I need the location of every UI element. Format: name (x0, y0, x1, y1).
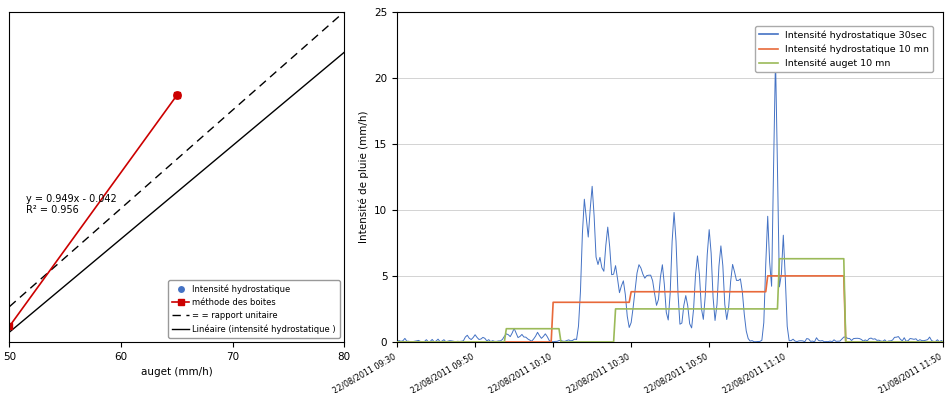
Point (170, 92, 185, 99)
Text: y = 0.949x - 0.042
R² = 0.956: y = 0.949x - 0.042 R² = 0.956 (27, 194, 117, 215)
Legend: Intensité hydrostatique 30sec, Intensité hydrostatique 10 mn, Intensité auget 10: Intensité hydrostatique 30sec, Intensité… (756, 26, 933, 72)
Y-axis label: Intensité de pluie (mm/h): Intensité de pluie (mm/h) (358, 110, 369, 243)
X-axis label: auget (mm/h): auget (mm/h) (141, 367, 212, 377)
Legend: Intensité hydrostatique, méthode des boites, = = rapport unitaire, Linéaire (int: Intensité hydrostatique, méthode des boi… (168, 280, 340, 338)
